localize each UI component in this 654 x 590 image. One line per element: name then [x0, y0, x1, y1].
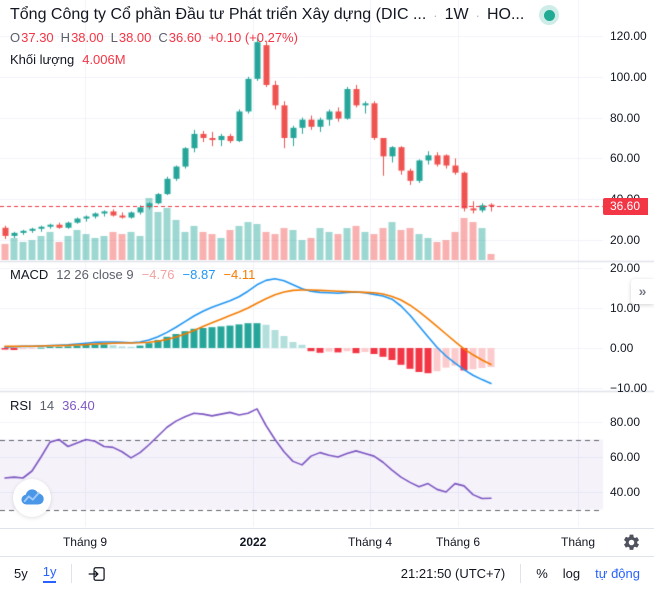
percent-scale-button[interactable]: %: [536, 566, 548, 581]
toolbar-divider: [71, 564, 73, 583]
volume-label: Khối lượng: [10, 52, 75, 67]
price-axis-label: 120.00: [610, 29, 647, 43]
macd-name: MACD: [10, 267, 49, 282]
symbol-title-row: Tổng Công ty Cổ phần Đầu tư Phát triển X…: [10, 5, 560, 25]
open-label: O: [10, 30, 21, 45]
rsi-name: RSI: [10, 398, 32, 413]
price-axis-label: 40.00: [610, 485, 641, 499]
separator-dot: ·: [433, 7, 438, 23]
price-axis-label: 100.00: [610, 69, 647, 84]
volume-row: Khối lượng 4.006M: [10, 52, 559, 67]
market-status-icon[interactable]: [539, 5, 560, 25]
open-value: 37.30: [21, 30, 54, 45]
time-axis-label: Tháng 4: [347, 535, 393, 549]
price-axis-label: 60.00: [610, 450, 641, 464]
time-axis[interactable]: Tháng 9 2022 Tháng 4 Tháng 6 Tháng: [0, 528, 654, 556]
status-dot-icon: [543, 9, 555, 21]
auto-scale-button[interactable]: tự động: [595, 566, 640, 581]
symbol-header: Tổng Công ty Cổ phần Đầu tư Phát triển X…: [10, 5, 560, 67]
log-scale-button[interactable]: log: [562, 566, 581, 581]
separator-dot: ·: [475, 7, 480, 23]
close-label: C: [158, 30, 168, 45]
exchange-label[interactable]: HO...: [486, 6, 525, 23]
ohlc-row: O 37.30 H 38.00 L 38.00 C 36.60 +0.10 (+0.27…: [10, 30, 559, 45]
broker-logo-icon[interactable]: [13, 479, 51, 517]
macd-legend[interactable]: MACD 12 26 close 9 −4.76 −8.87 −4.11: [10, 267, 255, 282]
price-axis-label: 10.00: [610, 301, 641, 315]
time-axis-label: Tháng 9: [62, 535, 108, 549]
range-1y-button[interactable]: 1y: [42, 564, 57, 583]
settings-gear-icon[interactable]: [622, 533, 641, 552]
price-axis-label: 20.00: [610, 233, 641, 247]
last-price-badge: 36.60: [603, 198, 648, 215]
price-axis-label: −10.00: [610, 381, 648, 395]
high-value: 38.00: [71, 30, 104, 45]
collapse-panel-button[interactable]: »: [631, 279, 654, 304]
macd-hist-value: −4.76: [141, 267, 175, 282]
macd-params: 12 26 close 9: [56, 267, 134, 282]
price-axis[interactable]: 120.00 100.00 80.00 60.00 40.00 20.00 20.00 10.…: [603, 0, 654, 527]
low-label: L: [110, 30, 118, 45]
go-to-date-icon[interactable]: [87, 564, 107, 584]
low-value: 38.00: [118, 30, 152, 45]
time-axis-label: Tháng 6: [435, 535, 481, 549]
bottom-toolbar: 5y 1y 21:21:50 (UTC+7) % log tự động: [0, 556, 654, 590]
macd-line-value: −8.87: [182, 267, 216, 282]
price-axis-label: 80.00: [610, 415, 641, 429]
time-axis-label: 2022: [239, 535, 267, 549]
chevron-double-right-icon: »: [638, 283, 647, 299]
high-label: H: [60, 30, 71, 45]
price-axis-label: 80.00: [610, 110, 641, 125]
volume-value: 4.006M: [82, 52, 126, 67]
time-axis-label: Tháng: [560, 535, 596, 549]
rsi-legend[interactable]: RSI 14 36.40: [10, 398, 95, 413]
price-axis-label: 20.00: [610, 261, 641, 275]
symbol-title[interactable]: Tổng Công ty Cổ phần Đầu tư Phát triển X…: [10, 6, 427, 23]
price-axis-label: 0.00: [610, 341, 634, 355]
macd-signal-value: −4.11: [223, 267, 256, 282]
change-value: +0.10 (+0.27%): [208, 30, 298, 45]
range-5y-button[interactable]: 5y: [14, 566, 28, 581]
clock-display[interactable]: 21:21:50 (UTC+7): [400, 566, 506, 581]
toolbar-divider: [520, 564, 522, 583]
price-axis-label: 60.00: [610, 151, 641, 166]
rsi-params: 14: [39, 398, 55, 413]
interval-label[interactable]: 1W: [444, 6, 469, 23]
close-value: 36.60: [168, 30, 202, 45]
rsi-value: 36.40: [62, 398, 95, 413]
